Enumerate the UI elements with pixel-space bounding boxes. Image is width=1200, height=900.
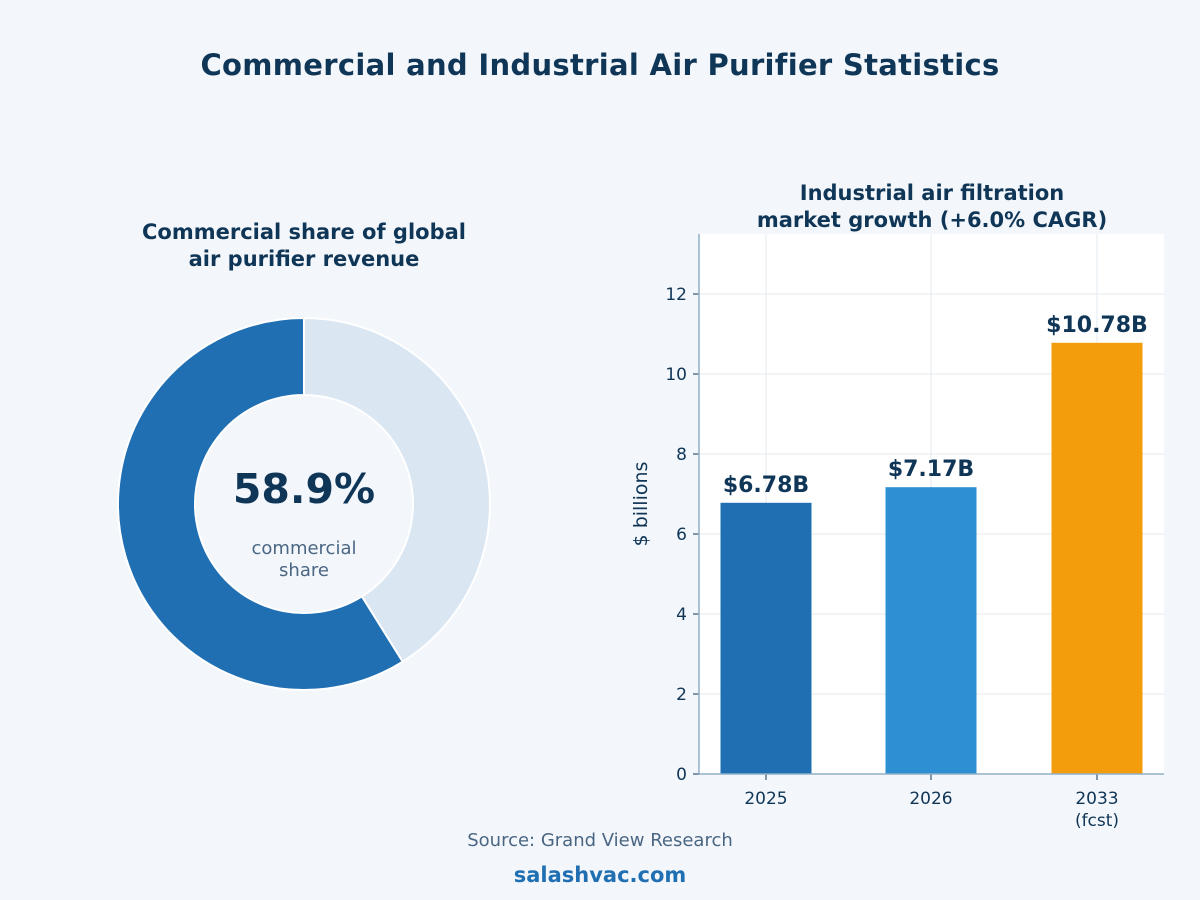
bar-value-label: $10.78B — [1046, 313, 1148, 338]
donut-chart-title: Commercial share of global air purifier … — [104, 219, 504, 273]
bar-2033 — [1051, 342, 1143, 774]
donut-center-label-line-2: share — [279, 560, 329, 581]
y-tick-label: 12 — [665, 285, 687, 305]
bar-value-label: $7.17B — [888, 457, 974, 482]
donut-center-label-line-1: commercial — [252, 538, 357, 559]
x-tick-label: 2026 — [909, 789, 952, 809]
donut-slice-other — [303, 316, 491, 664]
x-tick-label: 2025 — [744, 789, 787, 809]
y-tick-label: 4 — [676, 605, 687, 625]
bar-2025 — [720, 502, 812, 774]
y-tick-label: 6 — [676, 525, 687, 545]
donut-slice-commercial — [117, 316, 405, 691]
page-title: Commercial and Industrial Air Purifier S… — [200, 48, 1000, 82]
x-tick-label: (fcst) — [1075, 811, 1119, 831]
y-tick-label: 2 — [676, 685, 687, 705]
bar-2026 — [885, 487, 977, 774]
donut-title-line-1: Commercial share of global — [142, 220, 466, 244]
source-note: Source: Grand View Research — [467, 830, 733, 851]
bar-title-line-2: market growth (+6.0% CAGR) — [756, 208, 1108, 232]
y-tick-label: 10 — [665, 365, 687, 385]
donut-title-line-2: air purifier revenue — [188, 247, 420, 271]
bar-value-label: $6.78B — [723, 473, 809, 498]
donut-chart — [117, 316, 491, 691]
brand-link[interactable]: salashvac.com — [513, 863, 687, 887]
y-tick-label: 0 — [676, 765, 687, 785]
y-axis-label: $ billions — [630, 462, 652, 547]
y-tick-label: 8 — [676, 445, 687, 465]
bar-title-line-1: Industrial air filtration — [799, 181, 1065, 205]
donut-center-value: 58.9% — [233, 465, 375, 513]
bar-chart-title: Industrial air filtration market growth … — [682, 180, 1182, 234]
x-tick-label: 2033 — [1075, 789, 1118, 809]
bar-chart: 0 2 4 6 8 10 12 $6.78B 2025 $7.17B 2026 $10.78B 2033… — [630, 234, 1164, 831]
